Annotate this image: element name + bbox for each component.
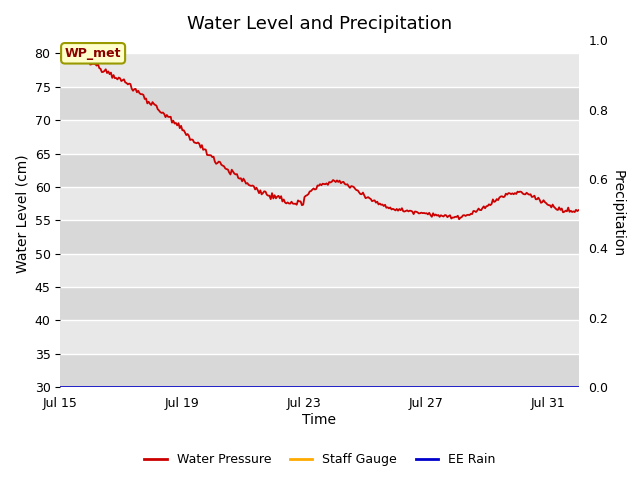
- Bar: [60, 187, 579, 220]
- Y-axis label: Precipitation: Precipitation: [611, 170, 625, 257]
- Bar: [60, 253, 579, 287]
- Bar: [60, 287, 579, 320]
- X-axis label: Time: Time: [303, 413, 337, 427]
- Y-axis label: Water Level (cm): Water Level (cm): [15, 154, 29, 273]
- Title: Water Level and Precipitation: Water Level and Precipitation: [187, 15, 452, 33]
- Bar: [60, 354, 579, 387]
- Bar: [60, 320, 579, 354]
- Bar: [60, 220, 579, 253]
- Legend: Water Pressure, Staff Gauge, EE Rain: Water Pressure, Staff Gauge, EE Rain: [139, 448, 501, 471]
- Bar: [60, 120, 579, 154]
- Text: WP_met: WP_met: [65, 47, 122, 60]
- Bar: [60, 154, 579, 187]
- Bar: [60, 87, 579, 120]
- Bar: [60, 53, 579, 87]
